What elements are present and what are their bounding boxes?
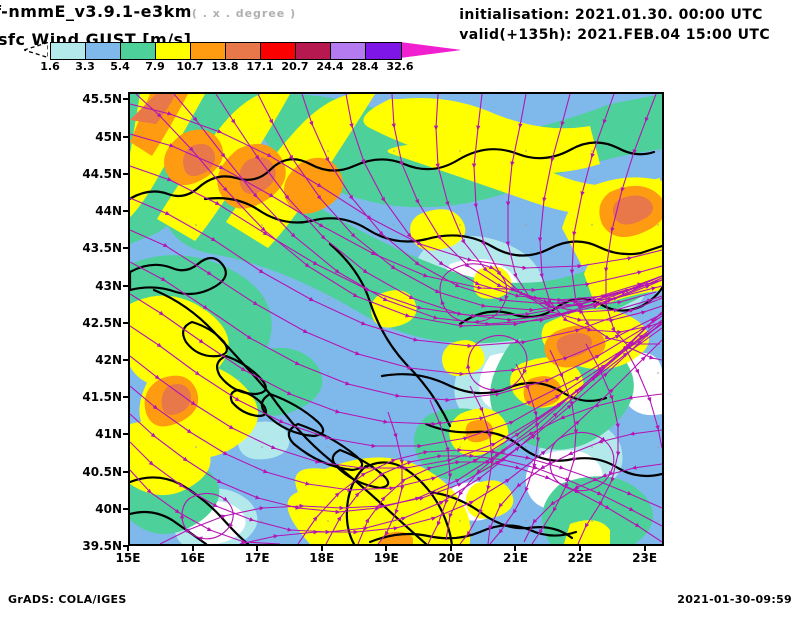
latitude-tick-label: 42N bbox=[95, 352, 122, 367]
colorbar-tick-label: 10.7 bbox=[176, 60, 204, 73]
wind-streamlines bbox=[130, 94, 662, 544]
grads-credit: GrADS: COLA/IGES bbox=[8, 593, 127, 606]
colorbar-cell-8 bbox=[331, 43, 366, 59]
longitude-tick-mark bbox=[449, 545, 452, 551]
longitude-tick-label: 15E bbox=[115, 551, 141, 565]
longitude-tick-label: 20E bbox=[438, 551, 464, 565]
longitude-tick-mark bbox=[643, 545, 646, 551]
longitude-tick-label: 16E bbox=[180, 551, 206, 565]
latitude-tick-mark bbox=[123, 98, 129, 101]
colorbar-tick-label: 1.6 bbox=[40, 60, 60, 73]
latitude-tick-mark bbox=[123, 135, 129, 138]
colorbar-cell-5 bbox=[226, 43, 261, 59]
latitude-tick-mark bbox=[123, 470, 129, 473]
longitude-tick-mark bbox=[127, 545, 129, 551]
longitude-tick-mark bbox=[579, 545, 582, 551]
colorbar-tick-label: 7.9 bbox=[145, 60, 165, 73]
colorbar-cell-4 bbox=[191, 43, 226, 59]
colorbar-tick-label: 13.8 bbox=[211, 60, 239, 73]
colorbar-tick-label: 17.1 bbox=[246, 60, 274, 73]
longitude-tick-label: 18E bbox=[309, 551, 335, 565]
map-gridpoints bbox=[195, 150, 659, 522]
longitude-tick-mark bbox=[256, 545, 259, 551]
latitude-tick-mark bbox=[123, 284, 129, 287]
longitude-tick-mark bbox=[514, 545, 517, 551]
latitude-tick-mark bbox=[123, 545, 129, 547]
latitude-tick-mark bbox=[123, 507, 129, 510]
colorbar-cell-6 bbox=[261, 43, 296, 59]
initialisation-text: initialisation: 2021.01.30. 00:00 UTC bbox=[459, 7, 763, 23]
render-timestamp: 2021-01-30-09:59 bbox=[677, 593, 792, 606]
latitude-tick-label: 44N bbox=[95, 204, 122, 219]
latitude-tick-mark bbox=[123, 247, 129, 250]
run-info: initialisation: 2021.01.30. 00:00 UTC va… bbox=[459, 5, 770, 45]
latitude-tick-label: 41N bbox=[95, 427, 122, 442]
model-title-text: f-nmmE_v3.9.1-e3km bbox=[0, 2, 192, 21]
latitude-tick-mark bbox=[123, 210, 129, 213]
colorbar-tick-label: 20.7 bbox=[281, 60, 309, 73]
latitude-tick-mark bbox=[123, 321, 129, 324]
latitude-tick-label: 39.5N bbox=[82, 539, 122, 553]
longitude-tick-label: 23E bbox=[632, 551, 658, 565]
map-plot-area[interactable] bbox=[128, 92, 664, 546]
latitude-tick-mark bbox=[123, 396, 129, 399]
longitude-tick-mark bbox=[320, 545, 323, 551]
longitude-tick-mark bbox=[385, 545, 388, 551]
colorbar-strip bbox=[50, 42, 402, 60]
colorbar-cell-9 bbox=[366, 43, 401, 59]
colorbar-tick-label: 24.4 bbox=[316, 60, 344, 73]
resolution-note: ( . x . degree ) bbox=[191, 7, 297, 20]
latitude-tick-label: 40N bbox=[95, 501, 122, 516]
latitude-tick-mark bbox=[123, 433, 129, 436]
latitude-tick-mark bbox=[123, 172, 129, 175]
longitude-tick-label: 21E bbox=[503, 551, 528, 565]
colorbar-under-range-arrow bbox=[24, 42, 48, 58]
colorbar-tick-label: 5.4 bbox=[110, 60, 130, 73]
latitude-tick-label: 43.5N bbox=[82, 241, 122, 256]
colorbar-tick-label: 28.4 bbox=[351, 60, 379, 73]
model-title: f-nmmE_v3.9.1-e3km( . x . degree ) bbox=[0, 2, 296, 21]
longitude-tick-label: 22E bbox=[567, 551, 593, 565]
colorbar-cell-2 bbox=[121, 43, 156, 59]
colorbar-cell-7 bbox=[296, 43, 331, 59]
colorbar-cell-1 bbox=[86, 43, 121, 59]
latitude-tick-label: 41.5N bbox=[82, 390, 122, 405]
longitude-tick-label: 17E bbox=[244, 551, 270, 565]
latitude-tick-mark bbox=[123, 358, 129, 361]
colorbar-tick-label: 3.3 bbox=[75, 60, 95, 73]
latitude-tick-label: 44.5N bbox=[82, 166, 122, 181]
colorbar-cell-0 bbox=[51, 43, 86, 59]
latitude-tick-label: 43N bbox=[95, 278, 122, 293]
longitude-tick-mark bbox=[191, 545, 194, 551]
latitude-tick-label: 40.5N bbox=[82, 464, 122, 479]
colorbar-cell-3 bbox=[156, 43, 191, 59]
longitude-tick-label: 19E bbox=[373, 551, 399, 565]
colorbar-over-range-arrow bbox=[402, 42, 460, 58]
latitude-tick-label: 45N bbox=[95, 129, 122, 144]
latitude-tick-label: 45.5N bbox=[82, 92, 122, 107]
wind-gust-map bbox=[130, 94, 662, 544]
latitude-tick-label: 42.5N bbox=[82, 315, 122, 330]
valid-time-text: valid(+135h): 2021.FEB.04 15:00 UTC bbox=[459, 27, 770, 43]
colorbar-tick-label: 32.6 bbox=[386, 60, 414, 73]
